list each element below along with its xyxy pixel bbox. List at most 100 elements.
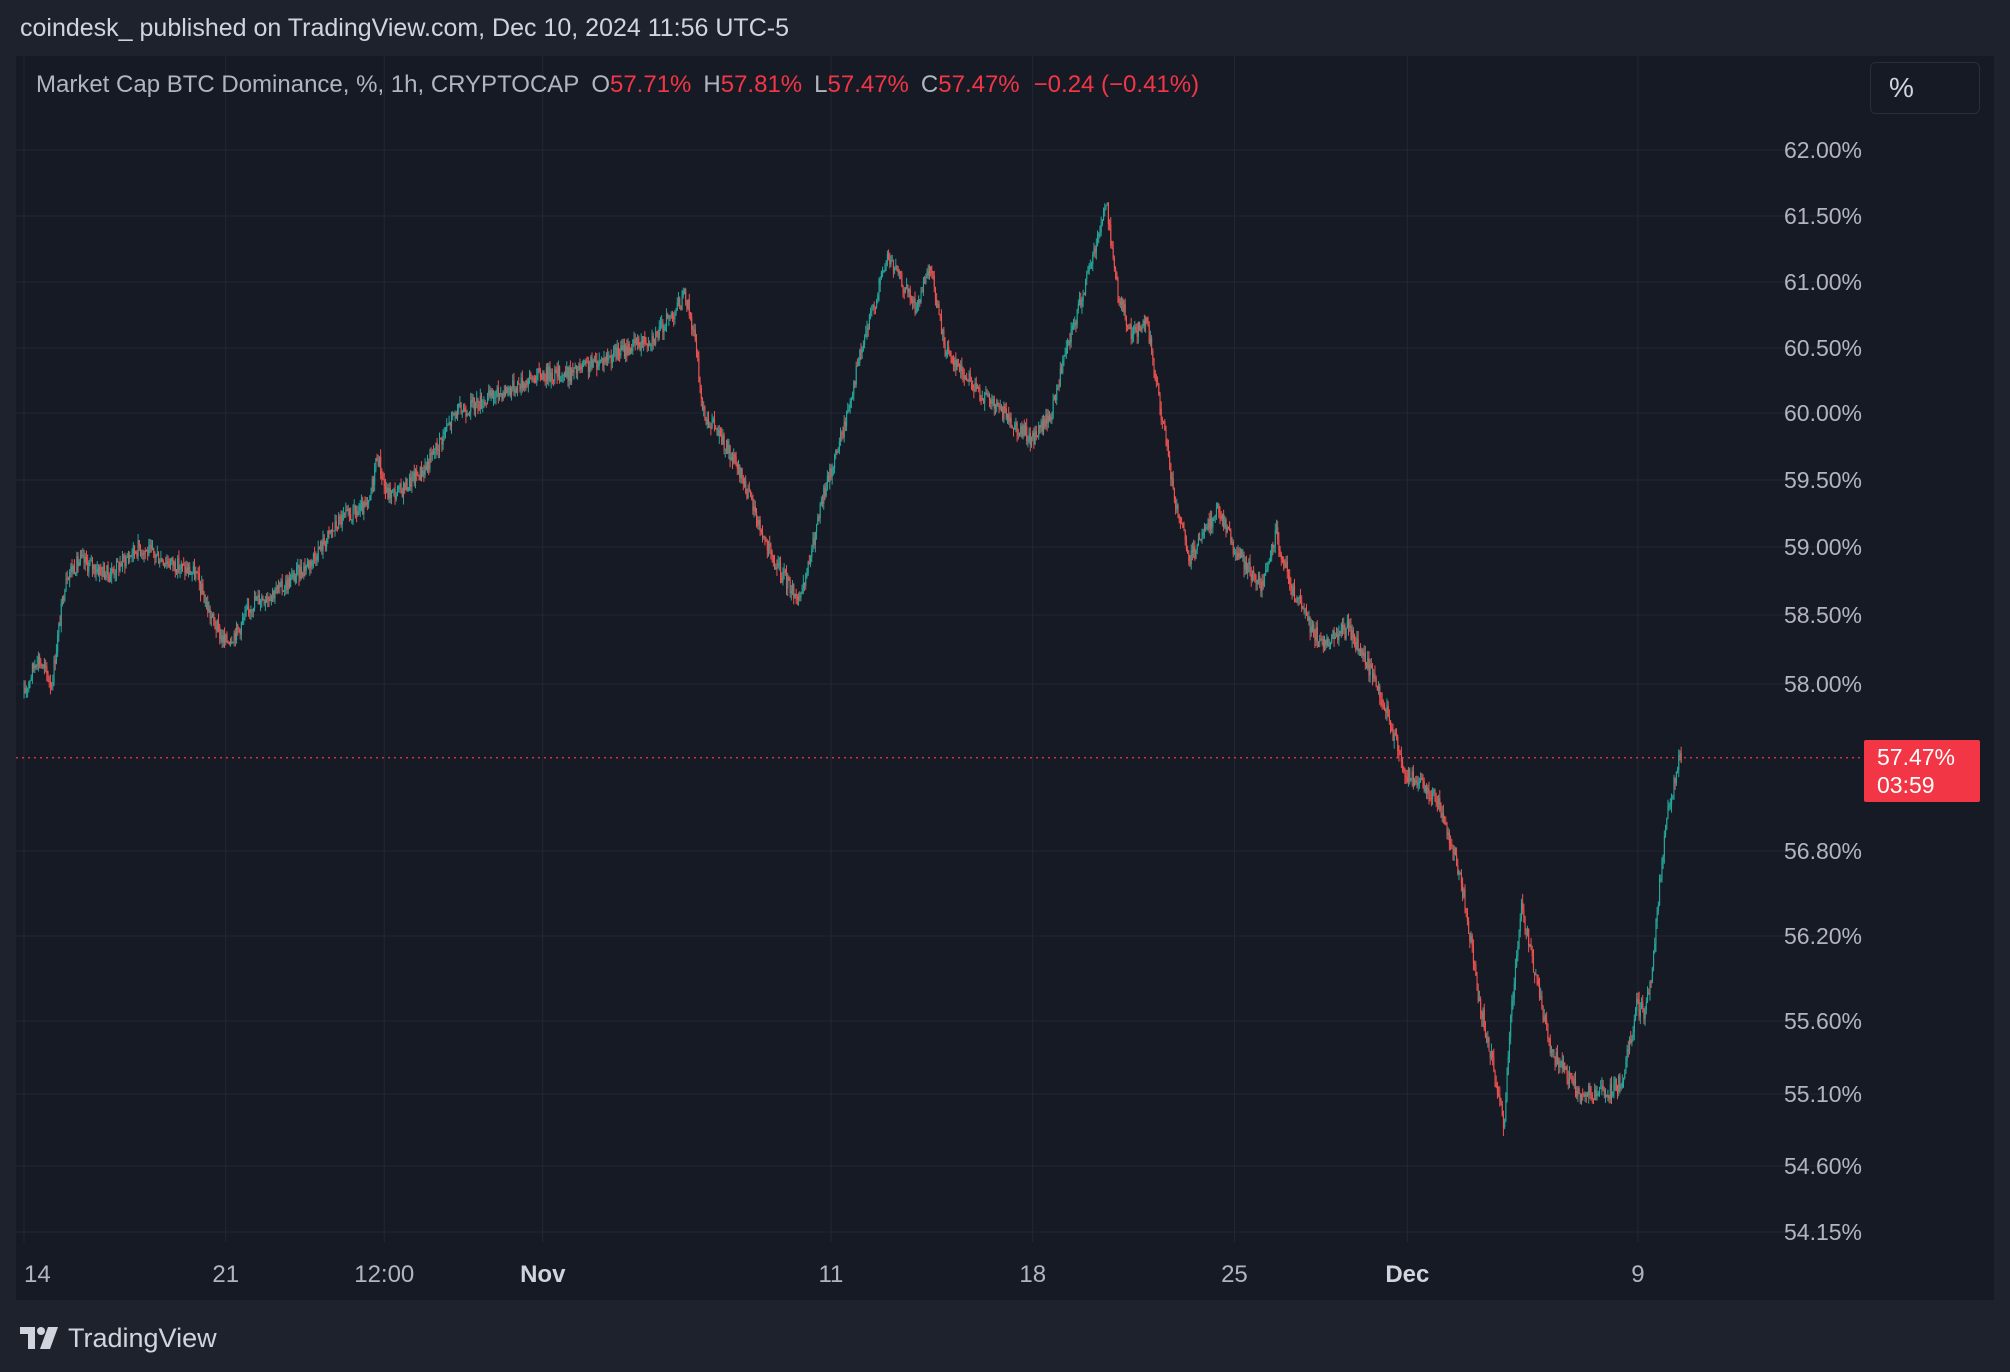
candle-body bbox=[800, 593, 802, 597]
candle-body bbox=[477, 398, 479, 409]
candle-body bbox=[328, 530, 330, 532]
candle-body bbox=[111, 569, 113, 576]
candle-body bbox=[665, 314, 668, 327]
candle-body bbox=[871, 310, 873, 312]
candle-body bbox=[1547, 1023, 1549, 1039]
candle-body bbox=[366, 502, 369, 504]
candle-body bbox=[1217, 504, 1219, 509]
candle-body bbox=[240, 622, 242, 635]
candle-body bbox=[1010, 417, 1012, 428]
candle-body bbox=[224, 635, 226, 642]
candle-body bbox=[408, 477, 411, 488]
candle-body bbox=[396, 488, 399, 496]
candle-body bbox=[1310, 626, 1312, 633]
candle-body bbox=[607, 354, 609, 361]
candle-body bbox=[1164, 421, 1166, 430]
candle-body bbox=[475, 402, 477, 410]
candle-body bbox=[1062, 360, 1064, 373]
candle-body bbox=[674, 313, 676, 320]
chart-panel[interactable]: 62.00% 61.50% 61.00% 60.50% 60.00% 59.50% 59.0… bbox=[16, 56, 1994, 1300]
candle-body bbox=[625, 346, 627, 357]
price-chart[interactable]: 62.00% 61.50% 61.00% 60.50% 60.00% 59.50% 59.0… bbox=[16, 56, 1994, 1300]
tradingview-brand[interactable]: TradingView bbox=[20, 1321, 217, 1355]
candle-body bbox=[1626, 1049, 1628, 1061]
candle-body bbox=[333, 530, 335, 532]
candle-body bbox=[1128, 327, 1130, 329]
candle-body bbox=[511, 389, 513, 395]
candle-body bbox=[473, 397, 475, 410]
percent-scale-button[interactable]: % bbox=[1870, 62, 1980, 114]
candle-body bbox=[1047, 415, 1049, 424]
legend-high-label: H bbox=[703, 71, 721, 98]
candle-body bbox=[280, 580, 282, 583]
candle-body bbox=[699, 382, 701, 388]
candle-body bbox=[948, 347, 950, 351]
candle-body bbox=[1496, 1087, 1499, 1094]
candle-body bbox=[825, 488, 827, 496]
candle-body bbox=[1325, 640, 1327, 646]
candle-body bbox=[91, 560, 94, 570]
candle-body bbox=[1499, 1095, 1501, 1101]
candle-body bbox=[996, 402, 998, 407]
candle-body bbox=[849, 401, 851, 409]
candle-body bbox=[1623, 1078, 1625, 1082]
candle-body bbox=[1474, 963, 1476, 965]
candle-body bbox=[1199, 538, 1201, 540]
candle-body bbox=[1348, 621, 1350, 628]
candle-body bbox=[1544, 1016, 1547, 1020]
candle-body bbox=[405, 478, 407, 491]
candle-body bbox=[506, 387, 508, 394]
candle-body bbox=[231, 641, 233, 644]
candle-body bbox=[444, 430, 447, 432]
candle-body bbox=[1225, 519, 1227, 533]
candle-body bbox=[255, 596, 257, 601]
candle-body bbox=[1104, 208, 1106, 212]
candle-body bbox=[196, 571, 198, 573]
candle-body bbox=[548, 366, 550, 381]
candle-body bbox=[550, 372, 552, 382]
candle-body bbox=[1501, 1104, 1503, 1116]
candle-body bbox=[305, 566, 307, 571]
candle-body bbox=[129, 555, 131, 559]
candle-body bbox=[1433, 790, 1435, 793]
candle-body bbox=[957, 359, 959, 367]
candle-body bbox=[1463, 889, 1465, 897]
candle-body bbox=[962, 373, 964, 376]
candle-body bbox=[1205, 527, 1207, 529]
candle-body bbox=[236, 624, 238, 641]
candle-body bbox=[1238, 553, 1240, 558]
candle-body bbox=[1466, 910, 1469, 922]
candle-body bbox=[1618, 1075, 1620, 1092]
candle-body bbox=[380, 456, 382, 475]
candle-body bbox=[189, 566, 191, 575]
candle-body bbox=[1268, 561, 1270, 563]
candle-body bbox=[1321, 638, 1323, 640]
candle-body bbox=[698, 357, 700, 383]
candle-body bbox=[1331, 634, 1333, 643]
candle-body bbox=[192, 566, 194, 573]
candle-body bbox=[805, 574, 807, 586]
candle-body bbox=[1094, 248, 1096, 253]
candle-body bbox=[1255, 579, 1257, 585]
candle-body bbox=[581, 365, 583, 370]
candle-body bbox=[811, 550, 813, 558]
candle-body bbox=[894, 269, 896, 271]
candle-body bbox=[644, 336, 646, 345]
candle-body bbox=[322, 537, 324, 552]
candle-body bbox=[1566, 1066, 1568, 1080]
candle-body bbox=[350, 514, 352, 521]
candle-body bbox=[1373, 673, 1375, 679]
candle-body bbox=[868, 315, 870, 330]
candle-body bbox=[867, 327, 869, 330]
candle-body bbox=[209, 609, 211, 619]
candle-body bbox=[123, 555, 125, 559]
candle-body bbox=[399, 483, 401, 487]
candle-body bbox=[1070, 329, 1072, 343]
candle-body bbox=[559, 366, 561, 381]
candle-body bbox=[1408, 768, 1410, 782]
candle-body bbox=[1571, 1074, 1573, 1081]
candle-body bbox=[1621, 1081, 1623, 1088]
candle-body bbox=[1220, 516, 1222, 519]
candle-body bbox=[369, 496, 371, 501]
candle-body bbox=[1639, 1008, 1641, 1017]
